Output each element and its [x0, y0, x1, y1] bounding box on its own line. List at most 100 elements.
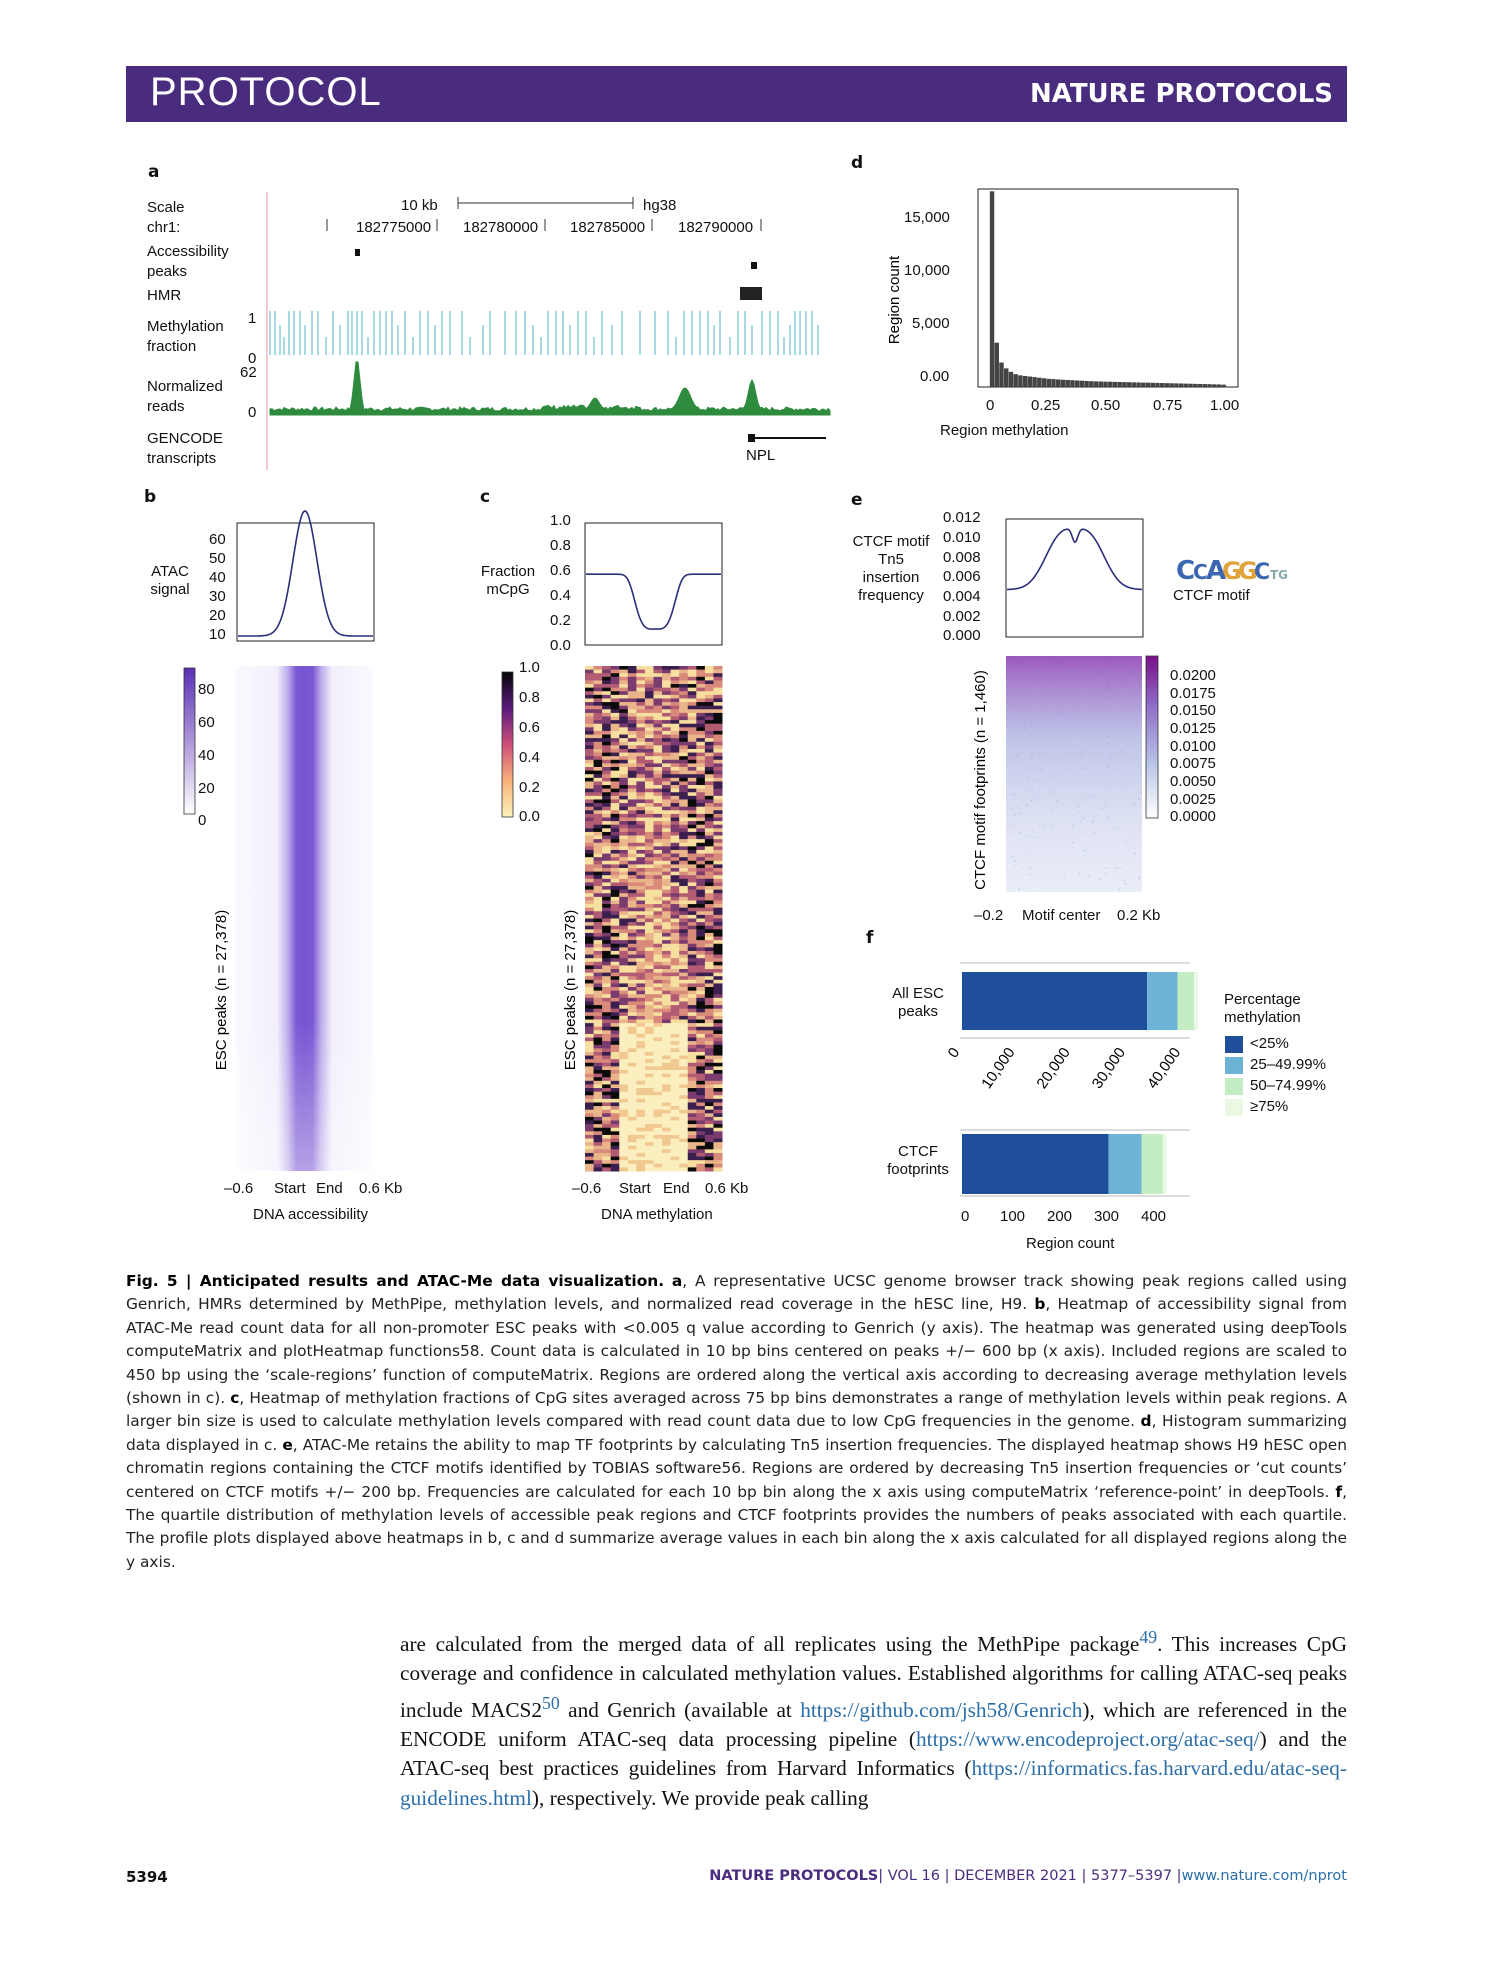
stacked-bar-segment — [1108, 1134, 1142, 1194]
tn5-ylabel: CTCF motif Tn5 insertion frequency — [852, 533, 930, 604]
d-xlabel: Region methylation — [940, 422, 1069, 439]
panel-f-chart: 0 10,000 20,000 30,000 40,000 — [945, 962, 1243, 1197]
position-label: 182775000 — [356, 219, 432, 236]
track-label: HMR — [147, 287, 182, 304]
legend-swatch — [1225, 1036, 1243, 1053]
f-top-xtick: 0 — [945, 1045, 964, 1062]
histogram-bar — [1041, 378, 1047, 387]
b-xtick: 0.6 Kb — [359, 1180, 403, 1197]
c-heatmap-ylabel: ESC peaks (n = 27,378) — [562, 910, 579, 1071]
histogram-bar — [1164, 383, 1170, 387]
c-xtick: 0.6 Kb — [705, 1180, 749, 1197]
e-heatmap-ylabel: CTCF motif footprints (n = 1,460) — [972, 670, 989, 890]
panel-d-chart: Region count — [886, 188, 1239, 388]
genrich-link[interactable]: https://github.com/jsh58/Genrich — [800, 1697, 1083, 1722]
reference-link[interactable]: 50 — [542, 1692, 560, 1713]
histogram-bar — [1150, 382, 1155, 387]
journal-url[interactable]: www.nature.com/nprot — [1181, 1868, 1347, 1884]
histogram-bar — [999, 362, 1004, 387]
histogram-bar — [1112, 381, 1118, 387]
histogram-bar — [1202, 384, 1207, 387]
panel-b-graphics: ESC peaks (n = 27,378) — [183, 510, 375, 1171]
histogram-bar — [1089, 381, 1094, 387]
atac-ylabel: ATAC signal — [150, 563, 190, 598]
panel-label-c: c — [480, 487, 491, 507]
stacked-bar-segment — [1147, 972, 1178, 1030]
histogram-bar — [1169, 383, 1174, 387]
panel-c-graphics: ESC peaks (n = 27,378) — [501, 522, 723, 1172]
section-label: PROTOCOL — [150, 70, 382, 114]
meth-tick: 1 — [248, 310, 257, 327]
d-ylabel: Region count — [886, 255, 903, 344]
caption-fig-title: Fig. 5 | Anticipated results and ATAC-Me… — [126, 1272, 665, 1290]
histogram-bar — [1103, 381, 1108, 387]
histogram-bar — [1117, 381, 1122, 387]
panel-label-d: d — [851, 153, 864, 173]
histogram-bar — [1060, 379, 1066, 387]
c-xtick: –0.6 — [572, 1180, 602, 1197]
histogram-bar — [1013, 374, 1018, 387]
legend-swatch — [1225, 1078, 1243, 1095]
track-label: chr1: — [147, 219, 181, 236]
f-category-label: CTCF footprints — [887, 1143, 949, 1178]
histogram-bar — [1032, 377, 1037, 387]
f-top-xtick: 10,000 — [978, 1045, 1018, 1092]
histogram-bar — [994, 342, 999, 387]
encode-link[interactable]: https://www.encodeproject.org/atac-seq/ — [916, 1727, 1260, 1752]
position-label: 182785000 — [570, 219, 646, 236]
harvard-link[interactable]: https://informatics.fas.harvard.edu/atac… — [400, 1756, 1347, 1810]
f-category-label: All ESC peaks — [892, 985, 944, 1020]
track-label: reads — [147, 398, 185, 415]
histogram-bar — [1122, 382, 1127, 387]
histogram-bar — [1188, 383, 1193, 387]
panel-e-graphics: C C A G G C TG CTCF motif footprints (n … — [972, 518, 1288, 892]
c-xlabel: DNA methylation — [601, 1206, 713, 1223]
b-xtick: Start — [274, 1180, 306, 1197]
position-label: 182780000 — [463, 219, 539, 236]
stacked-bar-segment — [1177, 972, 1195, 1030]
f-top-xtick: 20,000 — [1034, 1045, 1074, 1092]
stacked-bar-segment — [1141, 1134, 1163, 1194]
track-label: transcripts — [147, 450, 217, 467]
histogram-bar — [1108, 381, 1113, 387]
histogram-bar — [1098, 381, 1103, 387]
f-legend-item: 25–49.99% — [1250, 1056, 1326, 1073]
svg-text:TG: TG — [1270, 568, 1288, 582]
f-top-xtick: 40,000 — [1144, 1045, 1184, 1092]
reads-tick: 62 — [240, 364, 257, 381]
scale-text: 10 kb — [401, 197, 438, 214]
track-label: Accessibility — [147, 243, 229, 260]
page-header: PROTOCOL NATURE PROTOCOLS — [126, 66, 1347, 122]
panel-label-b: b — [144, 487, 157, 507]
gene-label: NPL — [746, 447, 776, 464]
reads-tick: 0 — [248, 404, 257, 421]
histogram-bar — [1084, 380, 1089, 387]
histogram-bar — [1022, 375, 1028, 387]
track-label: Methylation — [147, 318, 224, 335]
b-xtick: –0.6 — [224, 1180, 254, 1197]
histogram-bar — [1155, 382, 1160, 387]
stacked-bar-segment — [962, 972, 1148, 1030]
b-xtick: End — [316, 1180, 343, 1197]
stacked-bar-segment — [1194, 972, 1198, 1030]
reference-link[interactable]: 49 — [1139, 1627, 1158, 1647]
e-xtick: –0.2 — [974, 907, 1004, 924]
f-xlabel: Region count — [1026, 1235, 1115, 1252]
histogram-bar — [1074, 380, 1080, 387]
histogram-bar — [1136, 382, 1141, 387]
histogram-bar — [1070, 380, 1075, 387]
f-legend-item: 50–74.99% — [1250, 1077, 1326, 1094]
histogram-bar — [1027, 376, 1033, 387]
panel-label-f: f — [866, 928, 874, 948]
histogram-bar — [1174, 383, 1179, 387]
histogram-bar — [1193, 383, 1198, 387]
histogram-bar — [1079, 380, 1085, 387]
c-xtick: End — [663, 1180, 690, 1197]
histogram-bar — [1183, 383, 1189, 387]
ctcf-motif-logo: C C A G G C TG — [1176, 556, 1288, 586]
position-label: 182790000 — [678, 219, 754, 236]
histogram-bar — [1197, 383, 1203, 387]
e-xtick: Motif center — [1022, 907, 1101, 924]
svg-text:C: C — [1254, 560, 1270, 585]
